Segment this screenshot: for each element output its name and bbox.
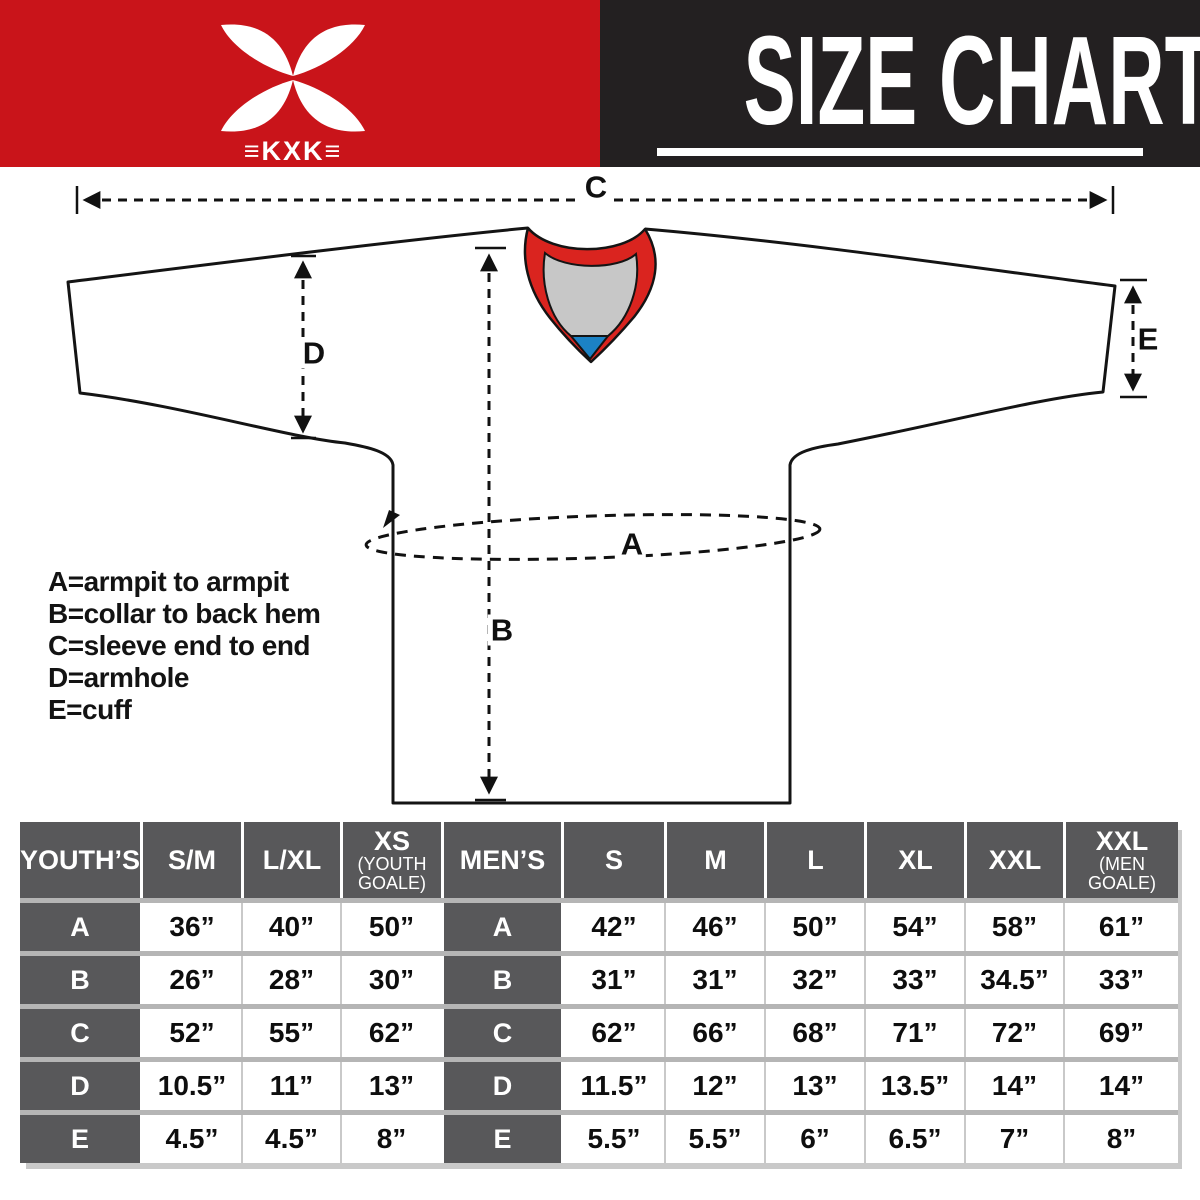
size-cell: 46”: [664, 903, 764, 951]
row-label: A: [20, 903, 140, 951]
legend-line-a: A=armpit to armpit: [48, 566, 289, 597]
size-cell: 66”: [664, 1009, 764, 1057]
label-C: C: [581, 171, 611, 203]
page-title-wrap: SIZE CHART: [600, 18, 1200, 144]
col-header-l: L: [764, 822, 864, 898]
size-cell: 12”: [664, 1062, 764, 1110]
size-cell: 4.5”: [241, 1115, 340, 1163]
size-cell: 28”: [241, 956, 340, 1004]
size-cell: 30”: [340, 956, 441, 1004]
size-cell: 32”: [764, 956, 864, 1004]
col-header-xxl: XXL: [964, 822, 1063, 898]
col-header-sm: S/M: [140, 822, 241, 898]
size-cell: 69”: [1063, 1009, 1178, 1057]
col-header-lxl: L/XL: [241, 822, 340, 898]
col-header-xs-youth-goale: XS (YOUTH GOALE): [340, 822, 441, 898]
collar-inner-back: [542, 251, 639, 337]
size-cell: 26”: [140, 956, 241, 1004]
label-D: D: [299, 337, 329, 369]
size-cell: 4.5”: [140, 1115, 241, 1163]
size-cell: 6.5”: [864, 1115, 964, 1163]
size-cell: 54”: [864, 903, 964, 951]
size-cell: 62”: [561, 1009, 664, 1057]
size-cell: 33”: [864, 956, 964, 1004]
legend-line-e: E=cuff: [48, 694, 132, 725]
size-cell: 50”: [340, 903, 441, 951]
row-label: B: [20, 956, 140, 1004]
size-cell: 52”: [140, 1009, 241, 1057]
brand-wordmark: ≡KXK≡: [243, 136, 343, 166]
size-cell: 13”: [340, 1062, 441, 1110]
row-label: D: [441, 1062, 561, 1110]
legend-line-c: C=sleeve end to end: [48, 630, 311, 661]
size-cell: 5.5”: [561, 1115, 664, 1163]
jersey-diagram: [66, 186, 1147, 805]
legend-line-b: B=collar to back hem: [48, 598, 321, 629]
row-label: E: [441, 1115, 561, 1163]
col-header-m: M: [664, 822, 764, 898]
size-cell: 68”: [764, 1009, 864, 1057]
row-label: E: [20, 1115, 140, 1163]
col-header-youths: YOUTH’S: [20, 822, 140, 898]
size-cell: 10.5”: [140, 1062, 241, 1110]
size-cell: 31”: [664, 956, 764, 1004]
size-table: YOUTH’S S/M L/XL XS (YOUTH GOALE) MEN’S S…: [20, 822, 1178, 1163]
size-cell: 31”: [561, 956, 664, 1004]
size-cell: 58”: [964, 903, 1063, 951]
size-cell: 36”: [140, 903, 241, 951]
size-cell: 61”: [1063, 903, 1178, 951]
col-header-s: S: [561, 822, 664, 898]
a-ellipse-arrowhead: [383, 510, 400, 528]
row-label: A: [441, 903, 561, 951]
size-cell: 33”: [1063, 956, 1178, 1004]
page-title: SIZE CHART: [743, 10, 1200, 151]
collar-v-insert: [568, 335, 611, 361]
size-cell: 50”: [764, 903, 864, 951]
size-cell: 11.5”: [561, 1062, 664, 1110]
kxk-logo-icon: [221, 24, 365, 132]
row-label: D: [20, 1062, 140, 1110]
banner: ≡KXK≡ SIZE CHART: [0, 0, 1200, 167]
size-cell: 14”: [1063, 1062, 1178, 1110]
size-cell: 55”: [241, 1009, 340, 1057]
size-cell: 5.5”: [664, 1115, 764, 1163]
label-A: A: [617, 528, 647, 560]
size-cell: 7”: [964, 1115, 1063, 1163]
size-cell: 13”: [764, 1062, 864, 1110]
banner-black-panel: [600, 0, 1200, 167]
size-cell: 14”: [964, 1062, 1063, 1110]
col-header-mens: MEN’S: [441, 822, 561, 898]
row-label: C: [441, 1009, 561, 1057]
size-cell: 11”: [241, 1062, 340, 1110]
measurement-legend: A=armpit to armpit B=collar to back hem …: [48, 566, 321, 726]
size-cell: 71”: [864, 1009, 964, 1057]
size-cell: 42”: [561, 903, 664, 951]
label-B: B: [487, 614, 517, 646]
row-label: B: [441, 956, 561, 1004]
legend-line-d: D=armhole: [48, 662, 190, 693]
size-cell: 8”: [1063, 1115, 1178, 1163]
size-cell: 40”: [241, 903, 340, 951]
size-cell: 72”: [964, 1009, 1063, 1057]
size-cell: 34.5”: [964, 956, 1063, 1004]
size-cell: 6”: [764, 1115, 864, 1163]
a-ellipse: [364, 513, 822, 561]
col-header-xl: XL: [864, 822, 964, 898]
size-cell: 8”: [340, 1115, 441, 1163]
col-header-xxl-men-goale: XXL (MEN GOALE): [1063, 822, 1178, 898]
size-cell: 62”: [340, 1009, 441, 1057]
row-label: C: [20, 1009, 140, 1057]
label-E: E: [1134, 323, 1162, 355]
title-underline: [657, 148, 1143, 156]
size-cell: 13.5”: [864, 1062, 964, 1110]
